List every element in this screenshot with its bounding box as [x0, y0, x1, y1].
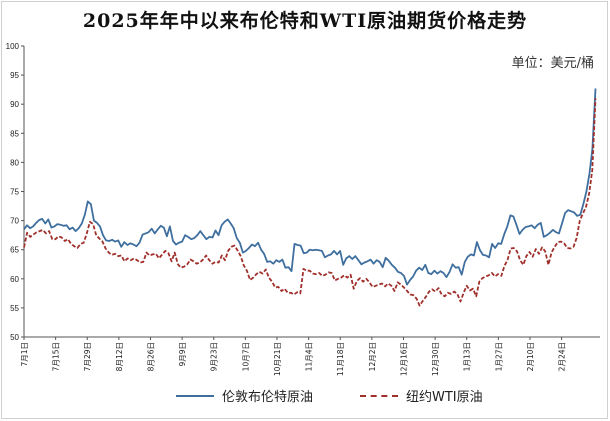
x-tick-label: 9月9日: [178, 342, 187, 367]
y-tick-label: 80: [10, 158, 19, 167]
x-tick-label: 9月23日: [210, 342, 219, 371]
legend-item-wti: 纽约WTI原油: [360, 386, 483, 405]
x-tick-label: 7月15日: [52, 342, 61, 371]
legend-label-brent: 伦敦布伦特原油: [222, 390, 314, 405]
series-layer: [23, 88, 597, 307]
y-tick-label: 85: [10, 129, 19, 138]
x-tick-label: 12月2日: [368, 342, 377, 371]
x-tick-label: 8月12日: [115, 342, 124, 371]
legend-item-brent: 伦敦布伦特原油: [176, 386, 313, 405]
axes: 50 55 60 65 70 75 80 85 90 95 100 7月1日 7月15日 7月29日 8月1…: [6, 42, 600, 376]
series-line-brent: [23, 88, 597, 286]
y-tick-label: 50: [10, 333, 19, 342]
y-tick-label: 65: [10, 246, 19, 255]
legend-swatch-wti: [360, 394, 398, 397]
x-tick-label: 10月7日: [241, 342, 250, 371]
x-tick-label: 12月16日: [399, 342, 408, 376]
x-tick-label: 10月21日: [273, 342, 282, 376]
x-tick-label: 12月30日: [431, 342, 440, 376]
legend-label-wti: 纽约WTI原油: [406, 390, 483, 405]
x-tick-label: 1月13日: [463, 342, 472, 371]
x-tick-label: 7月1日: [20, 342, 29, 367]
y-tick-label: 75: [10, 188, 19, 197]
y-tick-label: 100: [6, 42, 20, 51]
x-tick-label: 8月26日: [146, 342, 155, 371]
x-tick-label: 1月27日: [494, 342, 503, 371]
legend: 伦敦布伦特原油 纽约WTI原油: [0, 386, 610, 406]
chart-title: 2025年年中以来布伦特和WTI原油期货价格走势: [82, 10, 528, 32]
x-tick-label: 7月29日: [83, 342, 92, 371]
unit-label: 单位：美元/桶: [511, 56, 594, 71]
y-tick-label: 55: [10, 304, 19, 313]
x-tick-label: 2月10日: [526, 342, 535, 371]
series-line-wti: [23, 98, 597, 307]
x-tick-label: 2月24日: [558, 342, 567, 371]
x-tick-label: 11月4日: [305, 342, 314, 371]
x-tick-label: 11月18日: [336, 342, 345, 376]
y-tick-label: 70: [10, 217, 19, 226]
y-tick-label: 60: [10, 275, 19, 284]
legend-swatch-brent: [176, 394, 214, 397]
y-tick-label: 90: [10, 100, 19, 109]
y-tick-label: 95: [10, 71, 19, 80]
